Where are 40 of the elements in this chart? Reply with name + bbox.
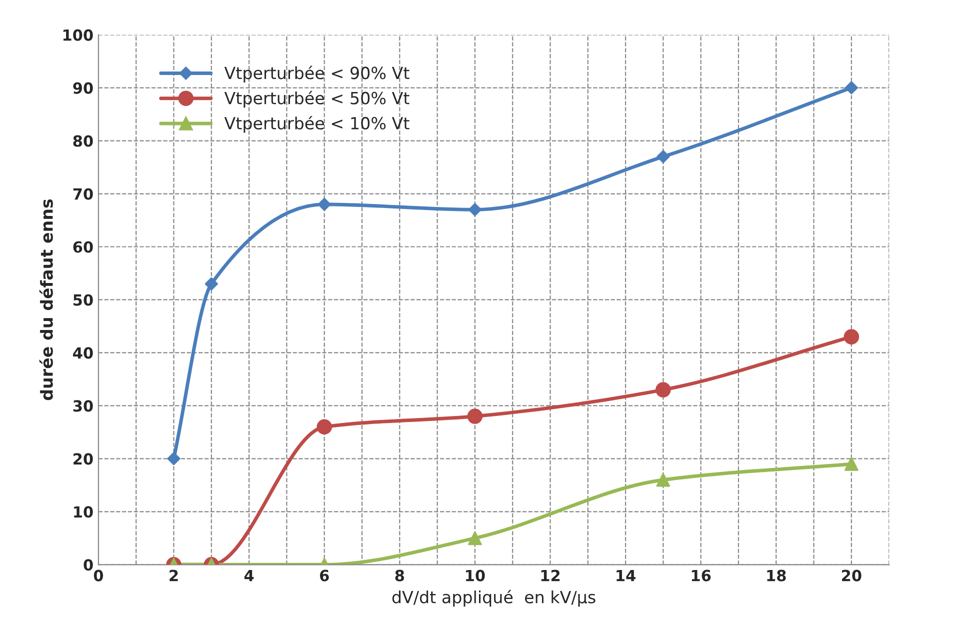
point	[316, 419, 332, 435]
x-tick-label: 2	[170, 570, 178, 582]
point	[467, 408, 483, 424]
legend-label: Vtperturbée < 90% Vt	[224, 66, 410, 83]
point	[656, 472, 670, 487]
point	[844, 81, 858, 94]
y-tick-label: 0	[84, 559, 93, 571]
y-tick-label: 40	[73, 347, 93, 359]
y-tick-label: 80	[73, 135, 93, 147]
x-tick-label: 16	[692, 570, 711, 582]
y-tick-label: 90	[73, 82, 93, 94]
x-tick-label: 4	[244, 570, 254, 582]
point	[844, 457, 858, 471]
x-axis-title: dV/dt appliqué en kV/µs	[392, 590, 596, 607]
point	[167, 452, 180, 466]
y-tick-label: 20	[74, 453, 93, 465]
point	[318, 198, 331, 211]
x-tick-label: 18	[767, 570, 786, 582]
y-tick-label: 50	[74, 294, 93, 306]
y-tick-label: 10	[74, 506, 93, 518]
point	[468, 531, 482, 546]
y-tick-label: 70	[73, 188, 93, 200]
x-tick-label: 6	[320, 570, 329, 582]
legend-label: Vtperturbée < 10% Vt	[224, 116, 410, 133]
x-tick-label: 8	[395, 570, 404, 582]
point	[204, 277, 218, 290]
point	[656, 150, 670, 164]
x-tick-label: 10	[466, 570, 485, 582]
point	[844, 329, 860, 344]
point	[468, 203, 482, 216]
y-tick-label: 30	[73, 400, 93, 412]
y-tick-label: 100	[63, 29, 93, 41]
x-tick-label: 0	[94, 570, 104, 582]
point	[656, 382, 671, 398]
x-tick-label: 12	[541, 570, 560, 582]
y-tick-label: 60	[73, 241, 93, 253]
y-axis-title: durée du défaut enns	[39, 199, 53, 400]
x-tick-label: 14	[616, 570, 636, 582]
x-tick-label: 20	[842, 570, 862, 582]
legend-label: Vtperturbée < 50% Vt	[224, 90, 410, 108]
